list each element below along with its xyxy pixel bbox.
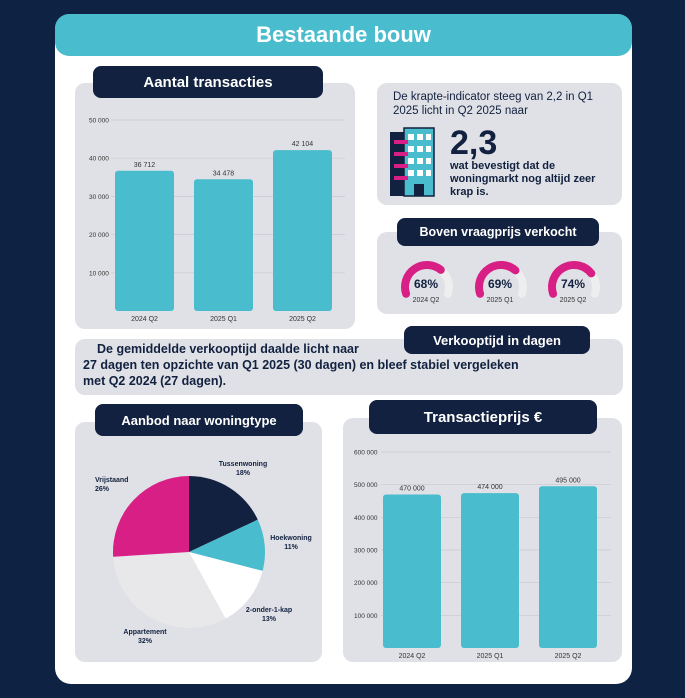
price-ytick-label: 500 000: [354, 482, 378, 489]
price-ytick-label: 200 000: [354, 580, 378, 587]
verkooptijd-text-2: 27 dagen ten opzichte van Q1 2025 (30 da…: [83, 358, 519, 372]
tx-category-label: 2024 Q2: [131, 316, 158, 323]
price-category-label: 2025 Q2: [555, 653, 582, 660]
pie-slice-percent: 13%: [262, 616, 277, 623]
krapte-value: 2,3: [450, 124, 498, 162]
gauge-value-2: 74%: [560, 277, 586, 291]
price-data-label: 470 000: [399, 485, 424, 492]
pie-slice: [113, 552, 226, 628]
pie-slice-label: Tussenwoning: [219, 461, 267, 468]
tx-category-label: 2025 Q2: [289, 316, 316, 323]
price-data-label: 495 000: [555, 477, 580, 484]
price-bar: [383, 494, 441, 648]
tx-bar: [194, 179, 253, 311]
aanbod-heading: Aanbod naar woningtype: [95, 404, 303, 436]
gauge-period-0: 2024 Q2: [412, 297, 440, 304]
tx-data-label: 42 104: [292, 141, 314, 148]
verkooptijd-text-3: met Q2 2024 (27 dagen).: [83, 374, 227, 388]
tx-data-label: 34 478: [213, 170, 235, 177]
price-ytick-label: 600 000: [354, 450, 378, 457]
pie-slice: [113, 476, 189, 557]
prijs-heading: Transactieprijs €: [369, 400, 597, 434]
gauge-period-2: 2025 Q2: [559, 297, 587, 304]
tx-bar: [115, 170, 174, 311]
pie-slice: [189, 476, 258, 552]
krapte-subtext: wat bevestigt dat de woningmarkt nog alt…: [450, 160, 596, 198]
transactions-heading: Aantal transacties: [93, 66, 323, 98]
tx-category-label: 2025 Q1: [210, 316, 237, 323]
price-category-label: 2025 Q1: [477, 653, 504, 660]
price-ytick-label: 300 000: [354, 548, 378, 555]
pie-slice-label: Hoekwoning: [270, 535, 312, 542]
tx-ytick-label: 20 000: [89, 232, 109, 239]
krapte-text: De krapte-indicator steeg van 2,2 in Q1 …: [393, 91, 594, 117]
gauge-value-0: 68%: [413, 277, 439, 291]
pie-slice-label: 2-onder-1-kap: [246, 607, 292, 614]
tx-ytick-label: 10 000: [89, 270, 109, 277]
price-bar: [539, 486, 597, 648]
pie-slice: [189, 519, 265, 571]
vraagprijs-heading: Boven vraagprijs verkocht: [397, 218, 599, 246]
tx-bar: [273, 150, 332, 311]
verkooptijd-heading: Verkooptijd in dagen: [404, 326, 590, 354]
verkooptijd-text-1: De gemiddelde verkooptijd daalde licht n…: [97, 342, 359, 356]
gauge-fill: [401, 261, 445, 298]
transactions-chart: 10 000 20 000 30 000 40 000 50 000 36 712 2024…: [89, 118, 345, 323]
pie-slice-percent: 11%: [284, 544, 298, 551]
gauge-period-1: 2025 Q1: [486, 297, 514, 304]
vraagprijs-gauges: [401, 261, 600, 298]
prijs-chart: 100 000 200 000 300 000 400 000 500 000 600 0…: [354, 450, 611, 660]
pie-slice-percent: 18%: [236, 470, 251, 477]
pie-slice: [189, 552, 263, 619]
gauge-fill: [548, 261, 596, 298]
tx-ytick-label: 30 000: [89, 194, 109, 201]
tx-ytick-label: 40 000: [89, 156, 109, 163]
price-bar: [461, 493, 519, 648]
page-title: Bestaande bouw: [55, 14, 632, 56]
price-data-label: 474 000: [477, 484, 502, 491]
price-ytick-label: 100 000: [354, 613, 378, 620]
pie-slice-label: Vrijstaand: [95, 477, 128, 484]
price-category-label: 2024 Q2: [399, 653, 426, 660]
tx-ytick-label: 50 000: [89, 118, 109, 125]
apartment-building-icon: [390, 127, 435, 197]
pie-slice-label: Appartement: [123, 629, 167, 636]
pie-slice-percent: 32%: [138, 638, 153, 645]
gauge-value-1: 69%: [487, 277, 513, 291]
pie-slice-percent: 26%: [95, 486, 110, 493]
price-ytick-label: 400 000: [354, 515, 378, 522]
aanbod-pie-chart: Tussenwoning 18% Hoekwoning 11% 2-onder-1-ka…: [95, 461, 312, 645]
tx-data-label: 36 712: [134, 162, 156, 169]
gauge-fill: [475, 261, 520, 298]
